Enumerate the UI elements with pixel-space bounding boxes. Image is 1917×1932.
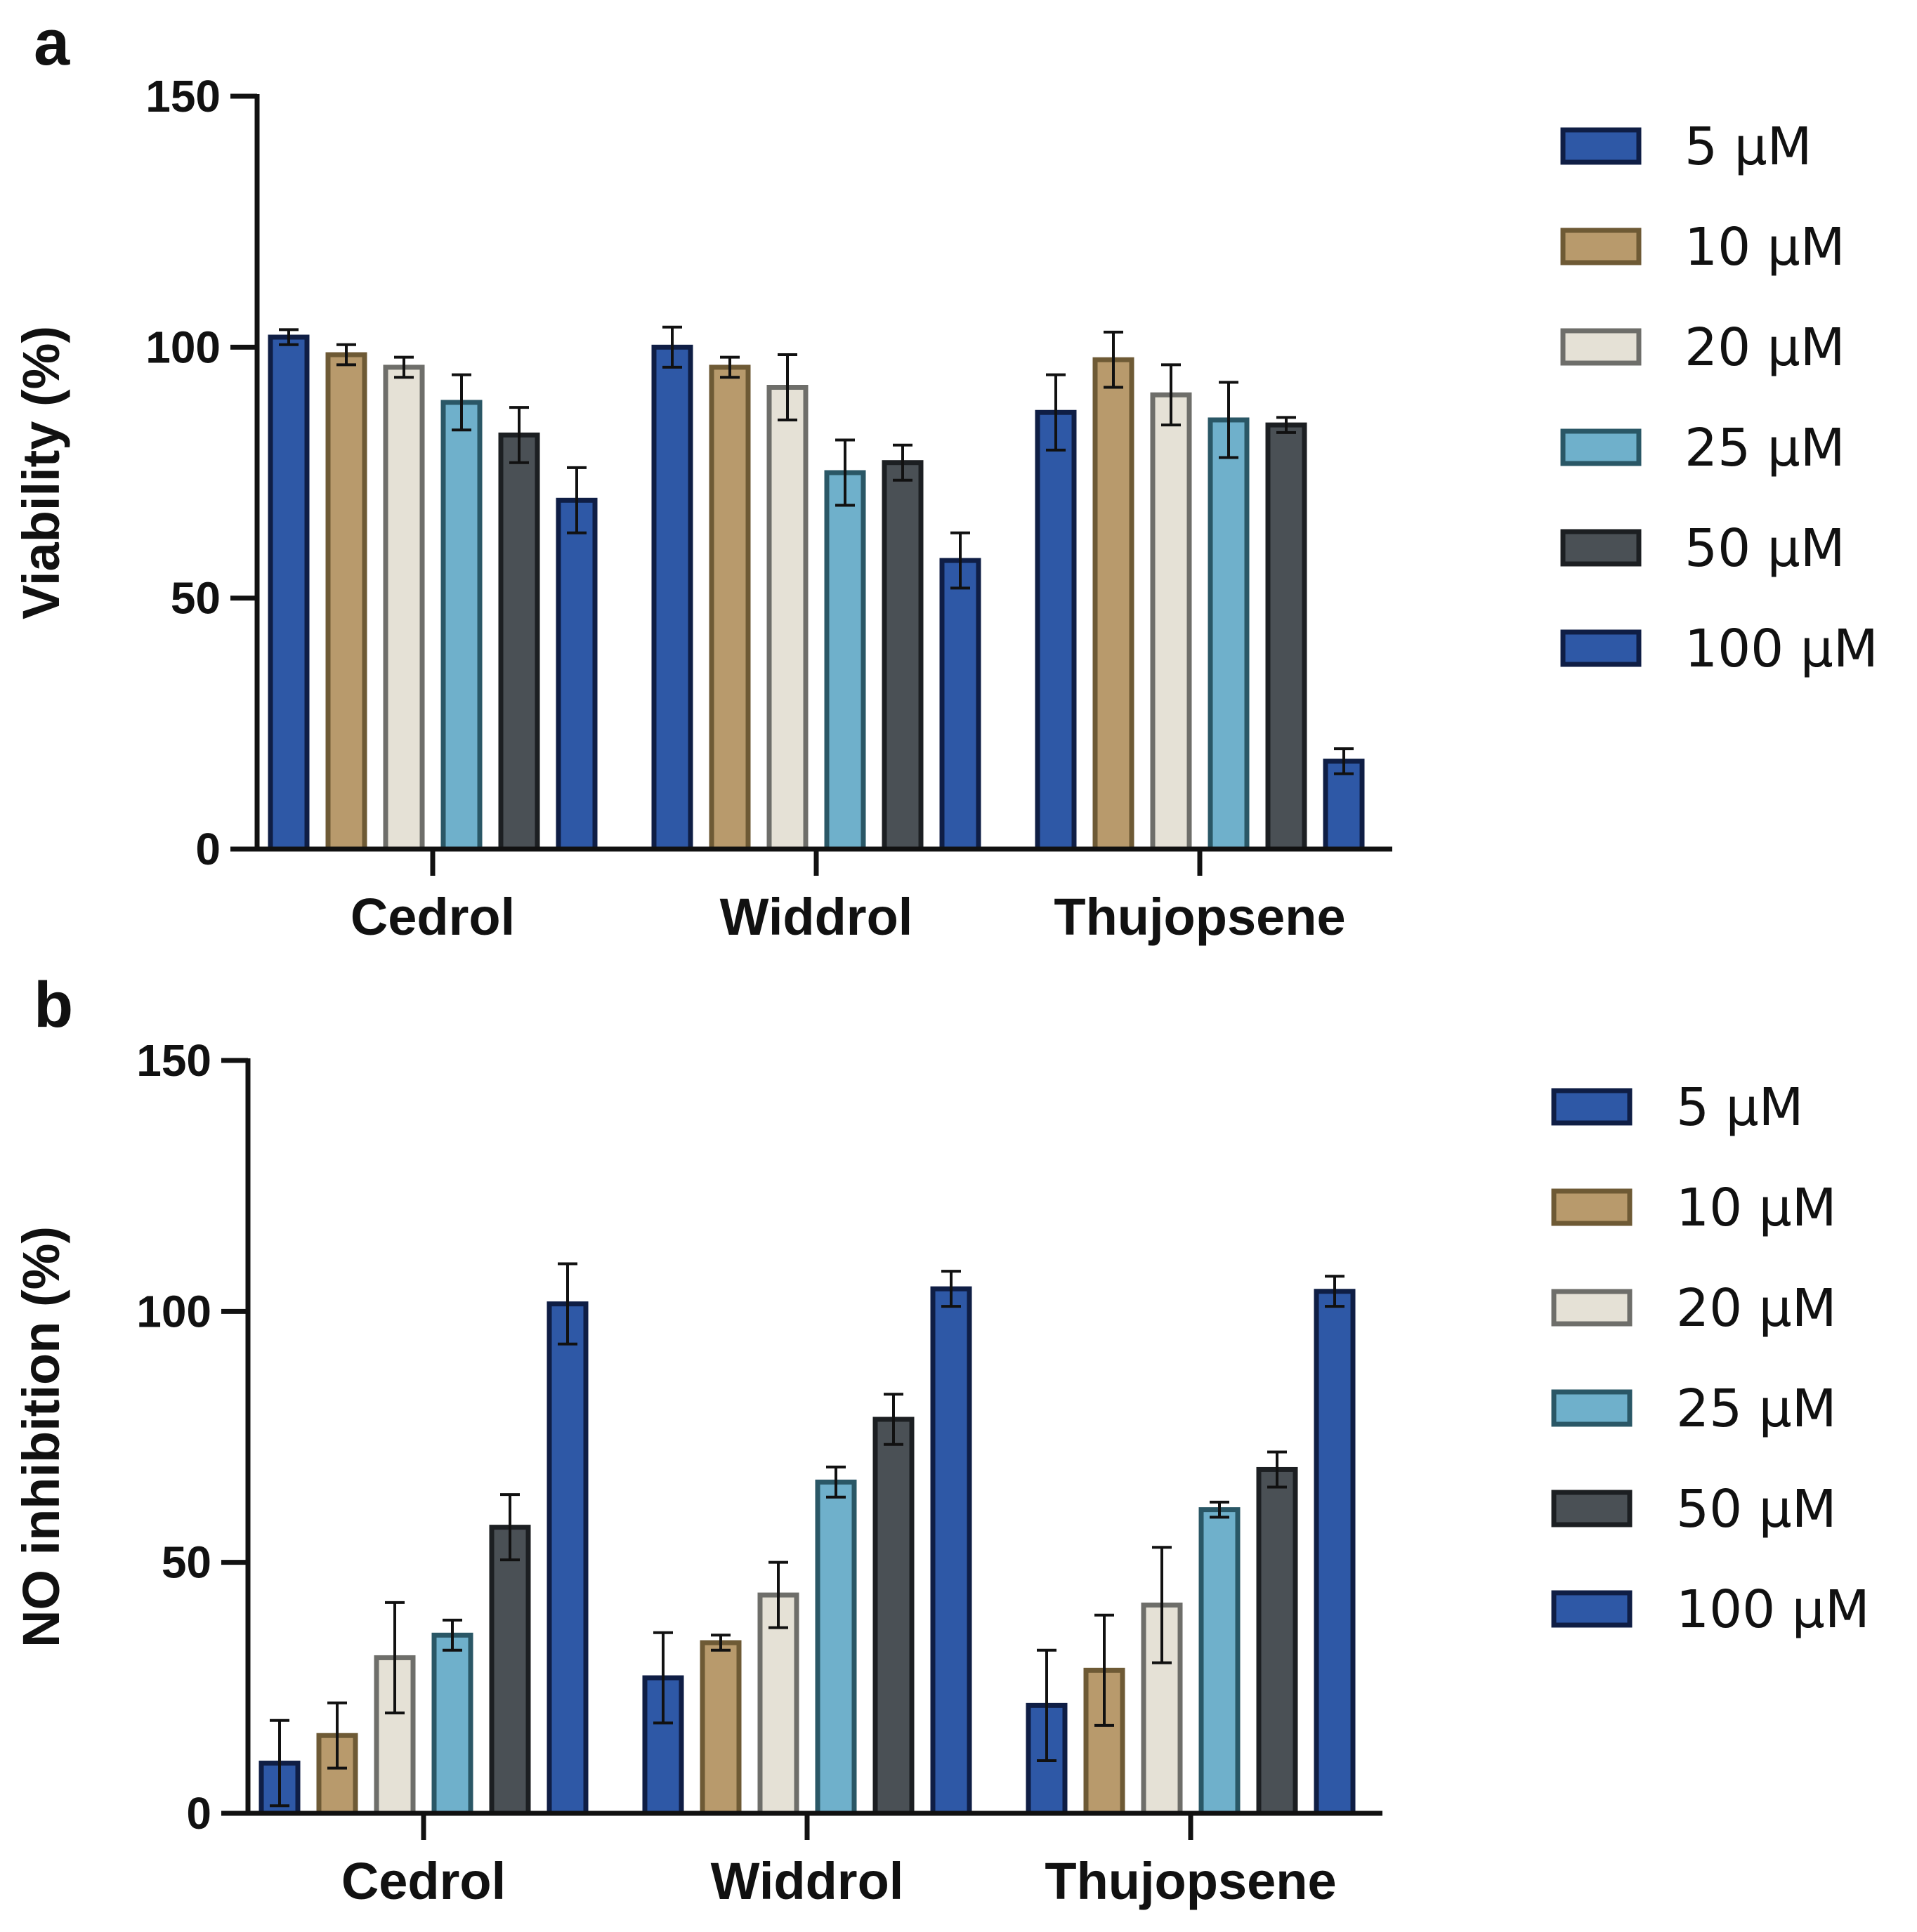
legend-swatch	[1551, 1289, 1633, 1327]
legend-label: 10 μM	[1684, 217, 1845, 277]
legend-swatch	[1560, 428, 1642, 466]
y-axis-title: NO inhibition (%)	[12, 1226, 70, 1648]
y-tick-label: 50	[171, 573, 221, 624]
legend-label: 100 μM	[1676, 1579, 1870, 1640]
x-tick-label: Thujopsene	[1054, 888, 1345, 946]
bar	[882, 460, 924, 852]
bar	[431, 1632, 473, 1816]
y-axis-title: Viability (%)	[12, 326, 70, 619]
legend-label: 20 μM	[1676, 1278, 1837, 1339]
bar	[1314, 1289, 1356, 1816]
legend-swatch	[1560, 529, 1642, 567]
bar	[498, 432, 540, 852]
chart-panel-b: b NO inhibition (%) Cedrol Widdrol Thujopsen…	[12, 969, 1870, 1910]
bar	[709, 364, 751, 852]
legend-label: 25 μM	[1676, 1379, 1837, 1439]
bar	[547, 1301, 589, 1816]
x-tick-label: Cedrol	[341, 1852, 506, 1910]
legend-swatch	[1551, 1188, 1633, 1226]
legend-label: 25 μM	[1684, 418, 1845, 478]
bar	[1150, 392, 1192, 852]
y-tick-label: 0	[195, 824, 221, 874]
legend-label: 20 μM	[1684, 317, 1845, 378]
bar	[824, 470, 866, 852]
bar	[939, 558, 981, 852]
bar	[440, 400, 483, 852]
panel-letter: a	[34, 7, 70, 79]
bar	[700, 1640, 742, 1816]
x-tick-label: Cedrol	[351, 888, 515, 946]
legend-swatch	[1560, 228, 1642, 265]
bar	[325, 352, 367, 852]
legend-swatch	[1551, 1490, 1633, 1527]
legend-swatch	[1560, 127, 1642, 165]
bar	[872, 1417, 915, 1816]
legend-label: 50 μM	[1684, 518, 1845, 579]
bar	[268, 334, 310, 852]
bar	[651, 344, 693, 852]
x-tick-label: Thujopsene	[1045, 1852, 1336, 1910]
chart-panel-a: a Viability (%) Cedrol Widdrol Thujopsene 0 50…	[12, 7, 1878, 946]
bar	[1035, 409, 1077, 852]
y-tick-label: 50	[162, 1537, 211, 1588]
legend-swatch	[1551, 1088, 1633, 1126]
legend: 5 μM 10 μM 20 μM 25 μM 50 μM 100 μM	[1551, 1077, 1870, 1640]
legend: 5 μM 10 μM 20 μM 25 μM 50 μM 100 μM	[1560, 117, 1878, 679]
legend-label: 50 μM	[1676, 1479, 1837, 1539]
bar	[489, 1525, 531, 1816]
legend-swatch	[1560, 629, 1642, 667]
y-tick-label: 100	[136, 1286, 211, 1336]
legend-label: 100 μM	[1684, 619, 1878, 679]
x-tick-label: Widdrol	[720, 888, 913, 946]
legend-label: 5 μM	[1684, 117, 1812, 177]
bar	[766, 385, 809, 852]
bar	[930, 1286, 972, 1816]
bar	[1208, 417, 1250, 852]
legend-label: 10 μM	[1676, 1178, 1837, 1238]
bar	[1092, 357, 1134, 852]
bar	[815, 1479, 857, 1816]
y-tick-label: 150	[136, 1035, 211, 1086]
bar	[1256, 1466, 1298, 1816]
legend-label: 5 μM	[1676, 1077, 1804, 1138]
bar	[383, 364, 425, 852]
y-tick-label: 0	[186, 1788, 211, 1839]
y-tick-label: 100	[145, 322, 221, 372]
legend-swatch	[1551, 1389, 1633, 1427]
bar	[1198, 1507, 1241, 1816]
y-tick-label: 150	[145, 71, 221, 121]
panel-letter: b	[34, 969, 73, 1041]
legend-swatch	[1551, 1590, 1633, 1628]
bar	[556, 497, 598, 852]
bar	[1265, 422, 1307, 852]
legend-swatch	[1560, 328, 1642, 366]
x-tick-label: Widdrol	[711, 1852, 904, 1910]
